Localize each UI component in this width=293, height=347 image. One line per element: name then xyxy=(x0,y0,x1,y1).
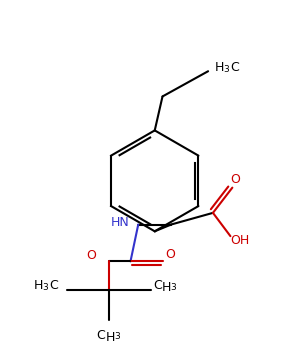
Text: 3: 3 xyxy=(42,283,48,292)
Text: C: C xyxy=(96,329,105,342)
Text: H: H xyxy=(215,61,224,74)
Text: OH: OH xyxy=(230,234,250,246)
Text: O: O xyxy=(230,174,240,186)
Text: C: C xyxy=(49,279,58,292)
Text: O: O xyxy=(87,249,96,262)
Text: 3: 3 xyxy=(170,283,176,292)
Text: H: H xyxy=(161,281,171,294)
Text: H: H xyxy=(105,331,115,344)
Text: C: C xyxy=(230,61,239,74)
Text: HN: HN xyxy=(111,216,130,229)
Text: 3: 3 xyxy=(114,332,120,341)
Text: 3: 3 xyxy=(224,65,229,74)
Text: H: H xyxy=(33,279,43,292)
Text: O: O xyxy=(166,248,175,261)
Text: C: C xyxy=(153,279,161,292)
